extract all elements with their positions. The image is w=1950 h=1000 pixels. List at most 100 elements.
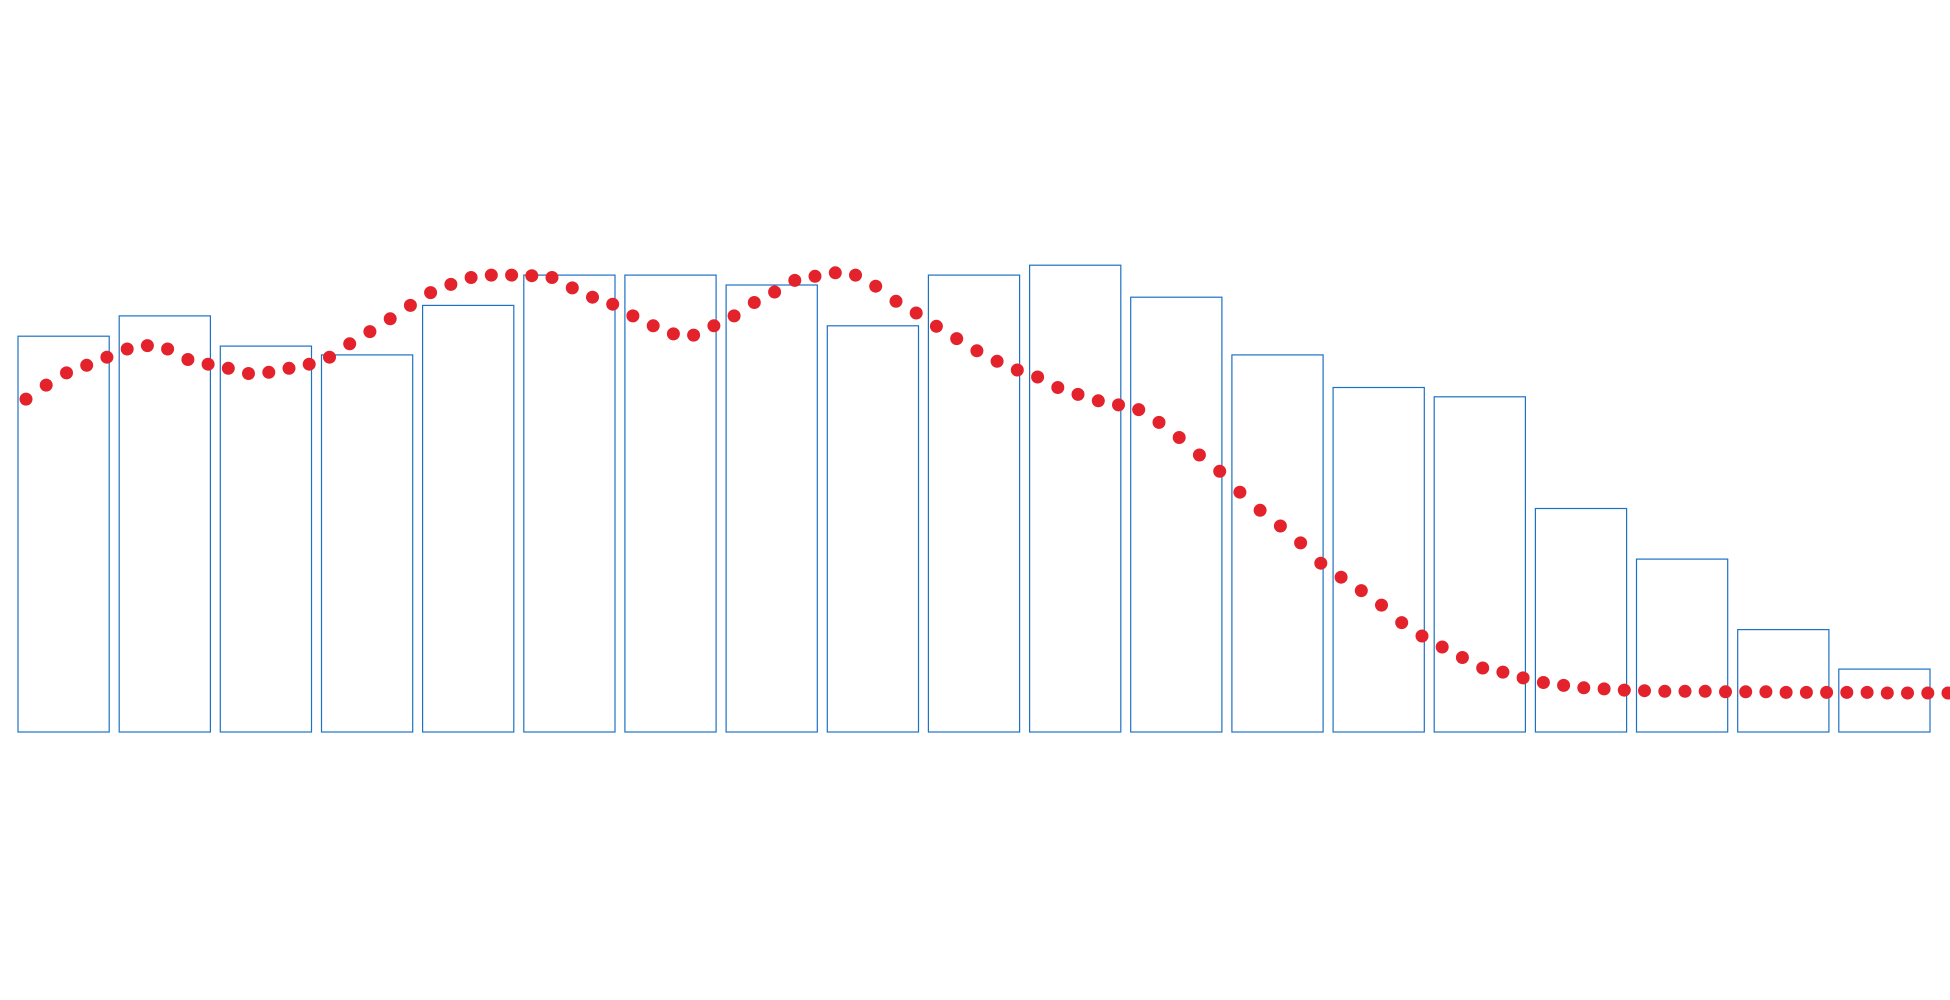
data-point xyxy=(262,365,276,379)
bar xyxy=(422,304,515,733)
data-point xyxy=(60,366,73,380)
data-point xyxy=(1152,415,1166,429)
data-point xyxy=(1233,485,1247,499)
data-point xyxy=(1759,685,1773,699)
points-layer xyxy=(19,266,1950,700)
data-point xyxy=(1880,686,1894,700)
data-point xyxy=(140,339,154,353)
bar xyxy=(1332,386,1425,733)
data-point xyxy=(808,269,822,283)
data-point xyxy=(1112,398,1125,412)
bar xyxy=(523,274,616,733)
data-point xyxy=(1678,684,1692,698)
data-point xyxy=(1536,676,1550,689)
data-point xyxy=(1435,640,1449,654)
data-point xyxy=(1091,394,1105,408)
bar xyxy=(927,274,1021,733)
bar xyxy=(1737,628,1830,733)
data-point xyxy=(687,328,701,342)
data-point xyxy=(100,350,114,364)
data-point xyxy=(1213,464,1227,478)
data-point xyxy=(1901,686,1914,700)
data-point xyxy=(950,332,964,346)
data-point xyxy=(1719,685,1732,699)
data-point xyxy=(869,279,883,293)
data-point xyxy=(282,361,296,375)
data-point xyxy=(323,350,336,364)
data-point xyxy=(970,344,984,358)
data-point xyxy=(1354,584,1368,598)
data-point xyxy=(201,357,215,371)
data-point xyxy=(242,367,255,380)
data-point xyxy=(545,271,559,284)
data-point xyxy=(889,294,903,308)
data-point xyxy=(1860,685,1874,699)
data-point xyxy=(727,309,741,323)
data-point xyxy=(221,361,235,375)
data-point xyxy=(768,285,782,299)
data-point xyxy=(1476,661,1490,675)
data-point xyxy=(1192,448,1206,462)
data-point xyxy=(646,319,660,333)
data-point xyxy=(1638,684,1651,698)
data-point xyxy=(525,269,539,283)
data-point xyxy=(302,357,316,371)
data-point xyxy=(1071,387,1085,401)
data-point xyxy=(1375,598,1388,612)
data-point xyxy=(849,268,862,282)
data-point xyxy=(1941,686,1950,700)
data-point xyxy=(1799,685,1813,699)
data-point xyxy=(929,319,943,333)
data-point xyxy=(1577,681,1591,695)
data-point xyxy=(39,378,53,392)
bar xyxy=(1028,264,1122,733)
data-point xyxy=(1314,556,1328,570)
data-point xyxy=(707,319,721,333)
data-point xyxy=(403,298,417,312)
bar xyxy=(219,345,313,733)
data-point xyxy=(1051,381,1065,394)
data-point xyxy=(181,353,195,366)
data-point xyxy=(606,297,620,311)
bar xyxy=(1838,668,1931,733)
data-point xyxy=(1739,685,1753,699)
data-point xyxy=(363,325,377,339)
data-point xyxy=(1010,363,1024,377)
bar xyxy=(118,315,211,733)
data-point xyxy=(909,306,923,320)
data-point xyxy=(1921,686,1935,700)
data-point xyxy=(1455,651,1469,664)
data-point xyxy=(383,312,397,326)
bar xyxy=(826,325,920,733)
data-point xyxy=(1172,431,1186,444)
data-point xyxy=(747,296,761,309)
data-point xyxy=(666,327,680,341)
data-point xyxy=(1415,629,1429,643)
data-point xyxy=(1557,678,1571,692)
bar xyxy=(624,274,717,733)
data-point xyxy=(565,281,579,295)
data-point xyxy=(1253,503,1267,517)
bar xyxy=(1130,296,1223,733)
data-point xyxy=(828,266,842,280)
data-point xyxy=(80,358,94,372)
data-point xyxy=(484,268,498,282)
bar xyxy=(17,335,110,733)
data-point xyxy=(1617,683,1631,697)
data-point xyxy=(1516,671,1530,685)
bar xyxy=(1231,354,1324,733)
bar xyxy=(320,354,414,733)
data-point xyxy=(1597,682,1611,696)
data-point xyxy=(464,271,478,284)
data-point xyxy=(1273,519,1287,533)
bar xyxy=(1534,507,1628,733)
data-point xyxy=(424,286,438,300)
data-point xyxy=(1395,616,1409,630)
data-point xyxy=(1031,370,1045,384)
data-point xyxy=(1820,685,1834,699)
data-point xyxy=(1658,684,1672,698)
bars-layer xyxy=(17,264,1931,733)
bar xyxy=(725,284,818,733)
